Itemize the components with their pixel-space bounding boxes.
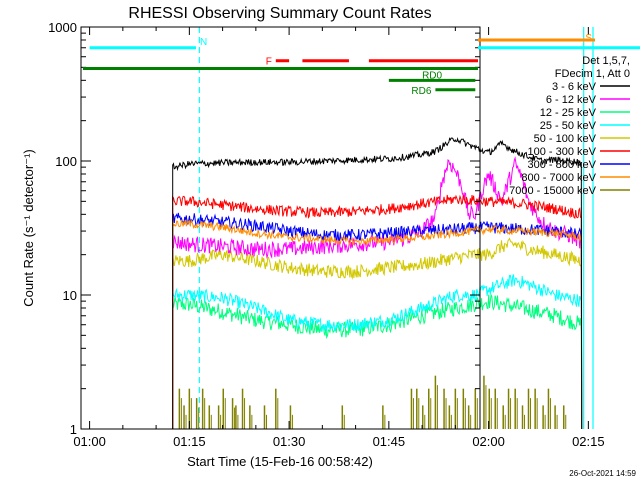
series-line: [172, 218, 583, 430]
y-tick-label: 100: [55, 154, 77, 169]
flag-label-rd0: RD0: [422, 70, 442, 81]
legend-header: FDecim 1, Att 0: [555, 68, 630, 80]
legend-label: 300 - 800 keV: [528, 159, 597, 171]
x-tick-label: 01:45: [373, 434, 406, 449]
flag-label-s: S: [585, 33, 592, 44]
flag-label-n: N: [200, 37, 207, 48]
series-100-300-kev: [172, 194, 583, 430]
x-tick-label: 01:15: [173, 434, 206, 449]
flag-label-rd6: RD6: [411, 86, 431, 97]
series-7000-15000-kev: [178, 375, 567, 429]
legend-label: 6 - 12 keV: [546, 94, 597, 106]
series-800-7000-kev: [172, 218, 583, 430]
y-tick-label: 1000: [48, 20, 77, 35]
chart-title: RHESSI Observing Summary Count Rates: [128, 5, 431, 22]
x-tick-label: 02:15: [572, 434, 605, 449]
legend-label: 100 - 300 keV: [528, 146, 597, 158]
y-axis-label: Count Rate (s⁻¹ detector⁻¹): [21, 149, 36, 307]
legend-label: 12 - 25 keV: [540, 107, 597, 119]
x-tick-label: 02:00: [472, 434, 505, 449]
series-25-50-kev: [172, 274, 583, 430]
series-12-25-kev: [172, 294, 583, 430]
legend-label: 25 - 50 keV: [540, 120, 597, 132]
legend-header: Det 1,5,7,: [582, 55, 630, 67]
series-line: [172, 194, 583, 430]
plot-frame: [80, 26, 481, 430]
series-line: [172, 274, 583, 430]
legend-label: 800 - 7000 keV: [521, 172, 596, 184]
x-tick-label: 01:30: [273, 434, 306, 449]
series-line: [172, 136, 583, 430]
legend-label: 50 - 100 keV: [534, 133, 597, 145]
footer-timestamp: 26-Oct-2021 14:59: [569, 469, 636, 478]
flag-label-f: F: [266, 57, 272, 68]
x-axis-label: Start Time (15-Feb-16 00:58:42): [187, 454, 373, 469]
legend-label: 7000 - 15000 keV: [509, 185, 597, 197]
legend-label: 3 - 6 keV: [552, 81, 597, 93]
series-3-6-kev: [172, 136, 583, 430]
y-tick-label: 1: [70, 422, 77, 437]
series-50-100-kev: [172, 237, 583, 430]
y-tick-label: 10: [63, 288, 77, 303]
series-line: [172, 237, 583, 430]
series-line: [172, 294, 583, 430]
x-tick-label: 01:00: [73, 434, 106, 449]
